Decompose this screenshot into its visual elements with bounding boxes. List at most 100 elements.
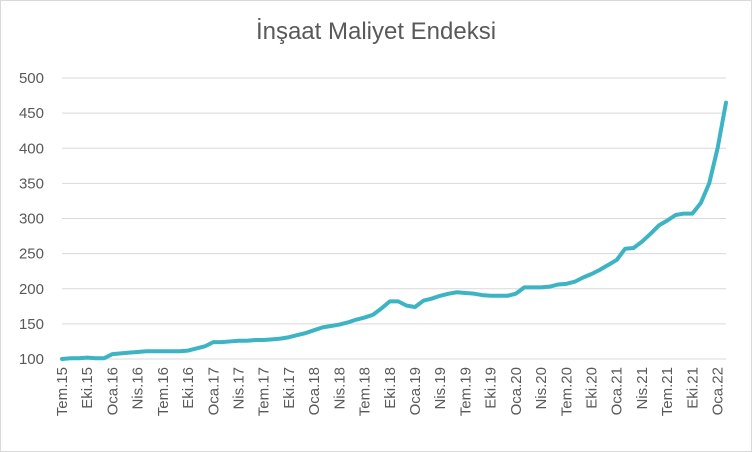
chart-title: İnşaat Maliyet Endeksi (255, 18, 497, 45)
data-point (127, 351, 131, 355)
x-tick-label: Tem.21 (659, 367, 676, 416)
data-point (405, 304, 409, 308)
data-point (110, 352, 114, 356)
data-point (657, 224, 661, 228)
data-point (707, 181, 711, 185)
data-point (598, 268, 602, 272)
x-axis-tick-labels: Tem.15 Eki.15 Oca.16 Nis.16 Tem.16 Eki.16 Oca.… (54, 367, 727, 416)
data-point (144, 349, 148, 353)
data-point (632, 246, 636, 250)
x-tick-label: Eki.16 (180, 367, 197, 409)
x-tick-label: Eki.18 (382, 367, 399, 409)
data-point (60, 357, 64, 361)
data-point (245, 339, 249, 343)
data-point (329, 324, 333, 328)
y-tick-label: 150 (19, 316, 44, 333)
x-tick-label: Oca.21 (609, 367, 626, 415)
x-tick-label: Tem.17 (256, 367, 273, 416)
x-tick-label: Nis.16 (130, 367, 147, 410)
y-tick-label: 250 (19, 246, 44, 263)
data-point (169, 349, 173, 353)
data-point (136, 350, 140, 354)
data-point (564, 282, 568, 286)
data-point (337, 323, 341, 327)
data-point (379, 306, 383, 310)
x-tick-label: Nis.20 (533, 367, 550, 410)
data-point (724, 101, 728, 105)
y-tick-label: 400 (19, 140, 44, 157)
data-point (194, 346, 198, 350)
y-tick-label: 100 (19, 351, 44, 368)
data-point (262, 338, 266, 342)
x-tick-label: Tem.20 (558, 367, 575, 416)
data-point (648, 232, 652, 236)
series-layer (60, 100, 728, 361)
data-point (665, 219, 669, 223)
data-point (581, 276, 585, 280)
x-tick-label: Oca.16 (104, 367, 121, 415)
x-tick-label: Tem.19 (457, 367, 474, 416)
x-tick-label: Nis.21 (634, 367, 651, 410)
x-tick-label: Eki.17 (281, 367, 298, 409)
data-point (421, 299, 425, 303)
data-point (186, 349, 190, 353)
data-point (539, 285, 543, 289)
data-point (716, 146, 720, 150)
data-point (237, 339, 241, 343)
data-point (590, 272, 594, 276)
data-point (682, 212, 686, 216)
data-point (287, 335, 291, 339)
data-point (253, 338, 257, 342)
data-point (279, 337, 283, 341)
x-tick-label: Nis.19 (432, 367, 449, 410)
data-point (447, 292, 451, 296)
data-point (556, 283, 560, 287)
data-point (363, 316, 367, 320)
data-point (623, 247, 627, 251)
x-tick-label: Eki.15 (79, 367, 96, 409)
x-tick-label: Nis.18 (331, 367, 348, 410)
x-tick-label: Oca.19 (407, 367, 424, 415)
data-point (312, 328, 316, 332)
x-tick-label: Oca.20 (508, 367, 525, 415)
data-point (152, 349, 156, 353)
data-point (354, 318, 358, 322)
x-tick-label: Eki.21 (684, 367, 701, 409)
data-point (522, 285, 526, 289)
data-point (463, 291, 467, 295)
x-tick-label: Eki.19 (483, 367, 500, 409)
data-point (388, 299, 392, 303)
data-point (119, 351, 123, 355)
data-point (455, 290, 459, 294)
data-point (161, 349, 165, 353)
data-point (640, 240, 644, 244)
y-tick-label: 200 (19, 281, 44, 298)
x-tick-label: Tem.16 (155, 367, 172, 416)
data-point (203, 344, 207, 348)
data-point (690, 212, 694, 216)
data-point (497, 294, 501, 298)
data-point (270, 337, 274, 341)
gridlines (62, 77, 726, 325)
data-point (371, 313, 375, 317)
data-point (480, 293, 484, 297)
data-point (514, 292, 518, 296)
data-point (505, 294, 509, 298)
x-tick-label: Oca.22 (710, 367, 727, 415)
data-point (489, 294, 493, 298)
data-point (304, 331, 308, 335)
y-tick-label: 350 (19, 175, 44, 192)
x-tick-label: Oca.17 (205, 367, 222, 415)
y-axis-tick-labels: 100 150 200 250 300 350 400 450 500 (19, 70, 44, 368)
data-point (699, 201, 703, 205)
data-point (438, 294, 442, 298)
x-tick-label: Tem.15 (54, 367, 71, 416)
data-point (94, 356, 98, 360)
data-point (85, 356, 89, 360)
data-point (674, 213, 678, 217)
data-point (178, 349, 182, 353)
y-tick-label: 450 (19, 105, 44, 122)
data-point (220, 340, 224, 344)
data-point (211, 340, 215, 344)
